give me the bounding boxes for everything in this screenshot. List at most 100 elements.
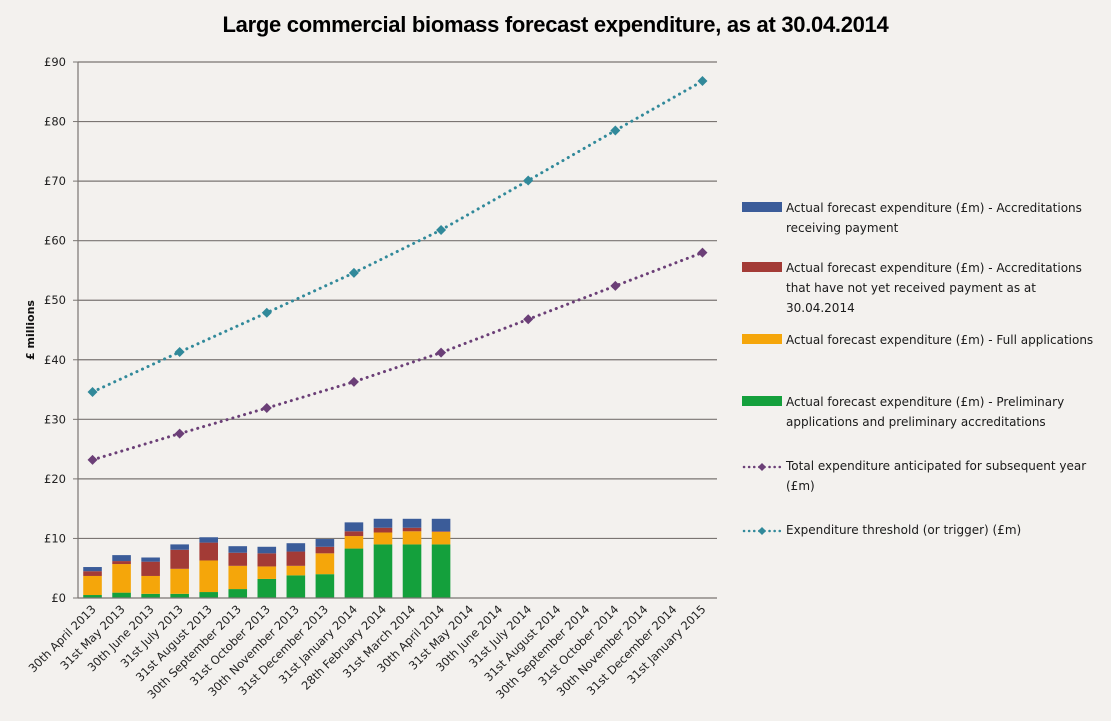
bar-segment — [431, 518, 451, 532]
data-point-marker — [436, 224, 447, 235]
bars — [83, 518, 451, 598]
bar-segment — [431, 531, 451, 532]
bar-segment — [257, 566, 277, 579]
data-point-marker — [610, 280, 621, 291]
bar-segment — [344, 531, 364, 537]
bar-segment — [199, 592, 218, 598]
bar-segment — [402, 531, 422, 545]
bar-segment — [286, 565, 306, 576]
legend-item: Actual forecast expenditure (£m) - Accre… — [742, 258, 1106, 318]
legend-label: Actual forecast expenditure (£m) - Full … — [786, 333, 1094, 347]
data-point-marker — [87, 386, 98, 397]
chart-title: Large commercial biomass forecast expend… — [222, 12, 889, 37]
bar-segment — [373, 527, 393, 533]
bar-segment — [344, 548, 364, 598]
bar-segment — [199, 542, 218, 561]
bar-segment — [83, 571, 102, 576]
bar-segment — [257, 546, 277, 554]
y-axis-label: £ millions — [24, 300, 37, 360]
bar-segment — [112, 564, 131, 593]
bar-segment — [141, 561, 160, 576]
series-line — [91, 251, 704, 462]
bar-segment — [83, 575, 102, 596]
legend-item: Expenditure threshold (or trigger) (£m) — [742, 520, 1106, 540]
data-point-marker — [436, 347, 447, 358]
y-tick-label: £60 — [44, 234, 66, 248]
series-line — [91, 79, 704, 394]
data-point-marker — [610, 125, 621, 136]
y-tick-label: £20 — [44, 472, 66, 486]
bar-segment — [286, 543, 306, 552]
bar-segment — [315, 546, 335, 554]
bar-segment — [257, 578, 277, 598]
data-point-marker — [523, 314, 534, 325]
bar-segment — [83, 595, 102, 598]
bar-segment — [257, 553, 277, 567]
bar-segment — [112, 555, 131, 562]
legend-label: Actual forecast expenditure (£m) - Preli… — [786, 395, 1065, 429]
legend-label: Actual forecast expenditure (£m) - Accre… — [786, 201, 1082, 235]
data-point-marker — [348, 267, 359, 278]
axes — [77, 62, 717, 599]
bar-segment — [170, 549, 189, 569]
data-point-marker — [697, 247, 708, 258]
bar-segment — [431, 531, 451, 545]
bar-segment — [373, 518, 393, 528]
bar-segment — [373, 532, 393, 545]
legend-swatch — [742, 262, 782, 272]
gridlines — [78, 61, 717, 540]
bar-segment — [344, 522, 364, 532]
bar-segment — [315, 574, 335, 598]
legend-label: Expenditure threshold (or trigger) (£m) — [786, 523, 1022, 537]
bar-segment — [199, 537, 218, 543]
bar-segment — [402, 544, 422, 598]
y-axis-ticks: £0 £10 £20 £30 £40 £50 £60 £70 £80 £90 — [44, 55, 78, 605]
bar-segment — [141, 557, 160, 562]
bar-segment — [373, 544, 393, 598]
bar-segment — [315, 539, 335, 547]
y-tick-label: £30 — [44, 412, 66, 426]
legend-label: Total expenditure anticipated for subseq… — [786, 459, 1087, 493]
data-point-marker — [87, 454, 98, 465]
y-tick-label: £90 — [44, 55, 66, 69]
bar-segment — [170, 593, 189, 598]
bar-segment — [112, 592, 131, 598]
data-point-marker — [523, 175, 534, 186]
legend-swatch — [742, 334, 782, 344]
data-point-marker — [174, 347, 185, 358]
y-tick-label: £10 — [44, 531, 66, 545]
data-point-marker — [261, 403, 272, 414]
y-tick-label: £40 — [44, 353, 66, 367]
bar-segment — [170, 544, 189, 550]
bar-segment — [286, 551, 306, 566]
bar-segment — [83, 567, 102, 572]
bar-segment — [402, 518, 422, 528]
data-point-marker — [261, 307, 272, 318]
bar-segment — [141, 575, 160, 594]
y-tick-label: £80 — [44, 115, 66, 129]
bar-segment — [402, 527, 422, 532]
legend-item: Actual forecast expenditure (£m) - Full … — [742, 330, 1106, 350]
lines — [87, 76, 708, 465]
y-tick-label: £0 — [51, 591, 66, 605]
bar-segment — [315, 553, 335, 575]
data-point-marker — [174, 428, 185, 439]
bar-segment — [286, 575, 306, 598]
bar-segment — [170, 568, 189, 594]
bar-segment — [228, 546, 248, 553]
bar-segment — [199, 560, 218, 593]
legend-item: Actual forecast expenditure (£m) - Preli… — [742, 392, 1106, 432]
legend-swatch — [742, 396, 782, 406]
bar-segment — [112, 561, 131, 565]
bar-segment — [228, 552, 248, 566]
bar-segment — [431, 544, 451, 598]
bar-segment — [141, 593, 160, 598]
bar-segment — [228, 589, 248, 598]
y-tick-label: £70 — [44, 174, 66, 188]
legend-line-marker — [742, 456, 782, 474]
bar-segment — [344, 536, 364, 549]
legend-item: Total expenditure anticipated for subseq… — [742, 456, 1106, 496]
data-point-marker — [697, 76, 708, 87]
legend-line-marker — [742, 520, 782, 538]
